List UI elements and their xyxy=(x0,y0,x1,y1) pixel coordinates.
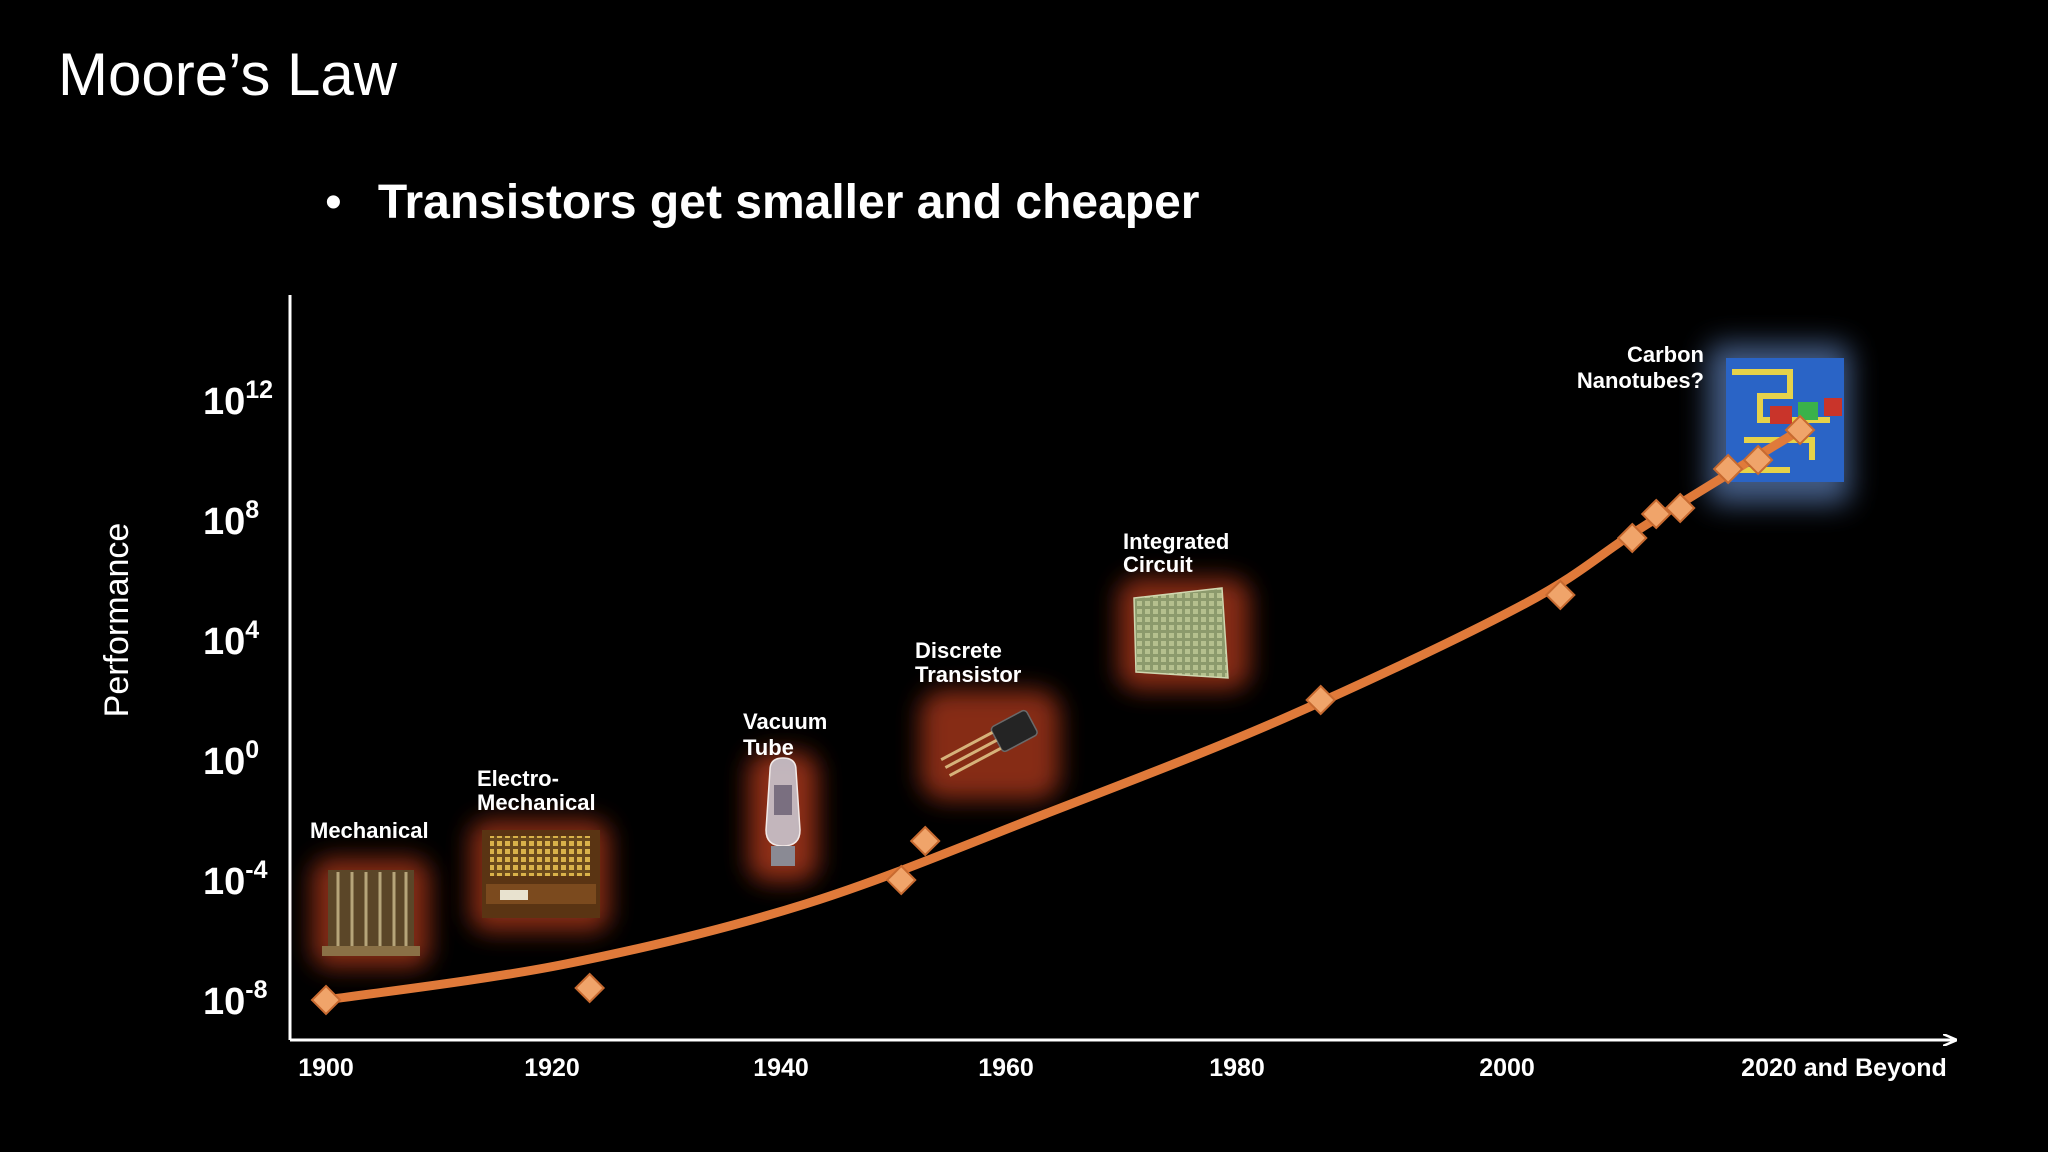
era-label-vacuum-tube: Vacuum Tube xyxy=(743,709,827,760)
era-label-line: Mechanical xyxy=(477,790,596,815)
era-label-line: Electro- xyxy=(477,766,559,791)
y-axis-label: Performance xyxy=(98,523,136,718)
y-tick-label: 104 xyxy=(203,616,259,663)
x-tick-label: 1960 xyxy=(978,1054,1034,1082)
data-point-marker xyxy=(1742,444,1774,476)
bullet-point: • Transistors get smaller and cheaper xyxy=(325,175,1199,230)
era-label-line: Discrete xyxy=(915,638,1002,663)
y-tick-label: 108 xyxy=(203,496,259,543)
data-point-marker xyxy=(1784,414,1816,446)
era-label-line: Mechanical xyxy=(310,818,429,843)
data-point-marker xyxy=(909,825,941,857)
era-label-line: Circuit xyxy=(1123,552,1193,577)
era-label-carbon-nanotubes: Carbon Nanotubes? xyxy=(1577,342,1704,393)
chip-icon xyxy=(1118,578,1250,690)
era-label-line: Transistor xyxy=(915,662,1022,687)
x-tick-label: 1900 xyxy=(298,1054,354,1082)
era-label-line: Integrated xyxy=(1123,529,1229,554)
x-tick-label: 1980 xyxy=(1209,1054,1265,1082)
era-label-line: Vacuum xyxy=(743,709,827,734)
transistor-icon xyxy=(920,690,1060,800)
data-point-marker xyxy=(1640,498,1672,530)
y-tick-labels: 1012 108 104 100 10-4 10-8 xyxy=(203,376,273,1023)
data-point-marker xyxy=(1664,492,1696,524)
y-tick-label: 10-8 xyxy=(203,976,268,1023)
era-label-electro-mechanical: Electro- Mechanical xyxy=(477,766,596,815)
data-point-marker xyxy=(1544,579,1576,611)
x-tick-label: 1940 xyxy=(753,1054,809,1082)
y-tick-label: 100 xyxy=(203,736,259,783)
data-point-marker xyxy=(574,972,606,1004)
era-label-discrete-transistor: Discrete Transistor xyxy=(915,638,1022,687)
x-tick-labels: 1900 1920 1940 1960 1980 2000 2020 and Beyond xyxy=(298,1054,1947,1082)
era-label-integrated-circuit: Integrated Circuit xyxy=(1123,529,1229,577)
era-label-line: Carbon xyxy=(1627,342,1704,367)
era-label-mechanical: Mechanical xyxy=(310,818,429,843)
slide-title: Moore’s Law xyxy=(58,41,398,108)
x-tick-label: 1920 xyxy=(524,1054,580,1082)
mechanical-calculator-icon xyxy=(312,858,430,968)
x-tick-label: 2020 and Beyond xyxy=(1741,1054,1947,1082)
era-label-line: Nanotubes? xyxy=(1577,368,1704,393)
y-tick-label: 10-4 xyxy=(203,856,268,903)
data-point-marker xyxy=(1305,684,1337,716)
y-tick-label: 1012 xyxy=(203,376,273,423)
era-label-line: Tube xyxy=(743,735,794,760)
data-markers xyxy=(310,414,1816,1016)
trend-curve xyxy=(321,425,1805,1005)
bullet-text: Transistors get smaller and cheaper xyxy=(377,176,1200,229)
vacuum-tube-icon xyxy=(748,752,818,882)
data-point-marker xyxy=(1616,522,1648,554)
data-point-marker xyxy=(885,864,917,896)
x-tick-label: 2000 xyxy=(1479,1054,1535,1082)
relay-machine-icon xyxy=(470,820,610,932)
bullet-dot-icon: • xyxy=(325,176,342,229)
data-point-marker xyxy=(310,984,342,1016)
data-point-marker xyxy=(1712,453,1744,485)
